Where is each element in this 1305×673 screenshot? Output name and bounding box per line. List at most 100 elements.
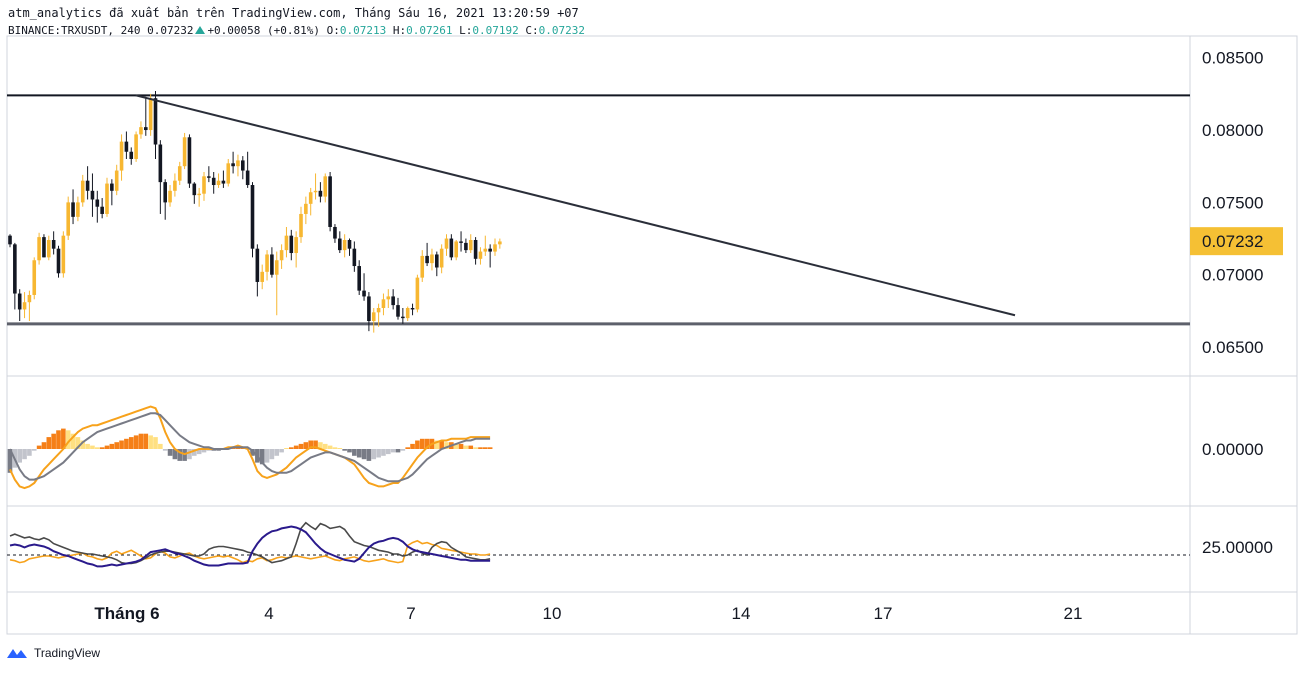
macd-histogram-bar [75,437,81,449]
macd-histogram-bar [434,440,440,449]
macd-histogram-bar [80,440,86,449]
macd-histogram-bar [104,445,110,449]
candle-body [119,141,124,171]
macd-histogram-bar [153,437,158,449]
candle-body [177,166,182,181]
candle-body [13,244,17,294]
candle-body [226,163,231,184]
candle-body [90,190,95,200]
last-price-text: 0.07232 [147,24,194,37]
macd-histogram-bar [468,445,474,449]
tradingview-logo-icon [7,649,27,658]
price-pane[interactable] [7,90,1190,333]
macd-histogram-bar [463,445,469,449]
macd-histogram-bar [201,449,207,453]
candle-body [42,237,46,258]
oscillator-gray-line [9,521,491,565]
candle-body [197,193,201,196]
price-tick-label: 0.08500 [1202,49,1263,68]
macd-histogram-bar [289,447,294,449]
macd-histogram-bar [90,445,95,449]
candle-body [236,160,240,167]
candle-body [493,244,497,252]
oscillator-pane[interactable] [7,521,1190,568]
candle-body [381,299,386,308]
price-tick-label: 0.07000 [1202,266,1263,285]
candle-body [362,290,366,297]
candle-body [270,254,274,275]
macd-histogram-bar [17,449,22,463]
candle-body [245,170,250,186]
candle-body [376,308,381,313]
macd-histogram-bar [7,449,13,473]
low-value: 0.07192 [472,24,519,37]
macd-histogram-bar [269,449,275,460]
candle-body [289,235,294,254]
signal-line [9,412,491,483]
price-tick-label: 0.06500 [1202,338,1263,357]
candle-body [439,248,444,268]
time-tick-label: 17 [874,604,893,623]
macd-pane[interactable] [7,405,493,490]
candle-body [468,240,473,251]
candle-body [192,183,197,196]
last-price-tag [1190,227,1283,256]
macd-histogram-bar [444,442,449,449]
price-axis[interactable]: 0.08500 0.08000 0.07500 0.07000 0.06500 0.072… [1190,49,1283,557]
macd-histogram-bar [65,430,71,449]
macd-histogram-bar [85,443,90,449]
brand-name: TradingView [34,646,101,660]
macd-histogram-bar [308,440,313,449]
time-axis[interactable]: Tháng 6 4 7 10 14 17 21 [94,604,1082,623]
macd-histogram-bar [46,437,52,449]
candle-body [129,151,134,159]
macd-line [9,405,491,490]
macd-histogram-bar [31,449,37,451]
oscillator-orange-line [9,539,491,564]
candle-body [435,254,439,268]
macd-histogram-bar [109,443,115,449]
candle-body [173,180,177,191]
macd-histogram-bar [36,445,42,449]
price-tick-label: 0.07500 [1202,193,1263,212]
candle-body [318,190,323,197]
time-tick-label: 10 [543,604,562,623]
candle-body [158,144,163,183]
candle-body [231,163,235,167]
macd-histogram-bar [187,449,192,460]
macd-histogram-bar [376,449,381,458]
candle-body [415,277,420,310]
close-label: C: [525,24,539,37]
candle-body [32,260,37,295]
low-label: L: [459,24,473,37]
change-text: +0.00058 [207,24,261,37]
tradingview-brand[interactable]: TradingView [6,646,100,660]
candle-body [367,296,371,322]
time-tick-label: 21 [1064,604,1083,623]
macd-histogram-bar [196,449,202,455]
candle-body [85,180,90,191]
candle-body [241,160,245,171]
candle-body [260,271,264,282]
candle-body [124,141,129,152]
macd-histogram-bar [322,443,328,449]
macd-histogram-bar [298,443,304,449]
macd-histogram-bar [478,447,483,449]
macd-histogram-bar [114,442,119,449]
macd-histogram-bar [128,437,134,449]
macd-histogram-bar [250,449,255,456]
candle-body [342,240,347,251]
macd-histogram-bar [162,449,168,451]
macd-histogram-bar [27,449,32,456]
macd-histogram-bar [22,449,27,460]
candle-body [47,240,51,258]
candle-body [299,213,303,238]
candle-body [459,241,463,243]
candle-body [105,183,109,214]
candle-body [139,127,143,135]
candle-body [430,254,434,264]
macd-histogram-bar [119,440,124,449]
macd-histogram-bar [148,435,153,449]
candle-body [163,182,167,203]
